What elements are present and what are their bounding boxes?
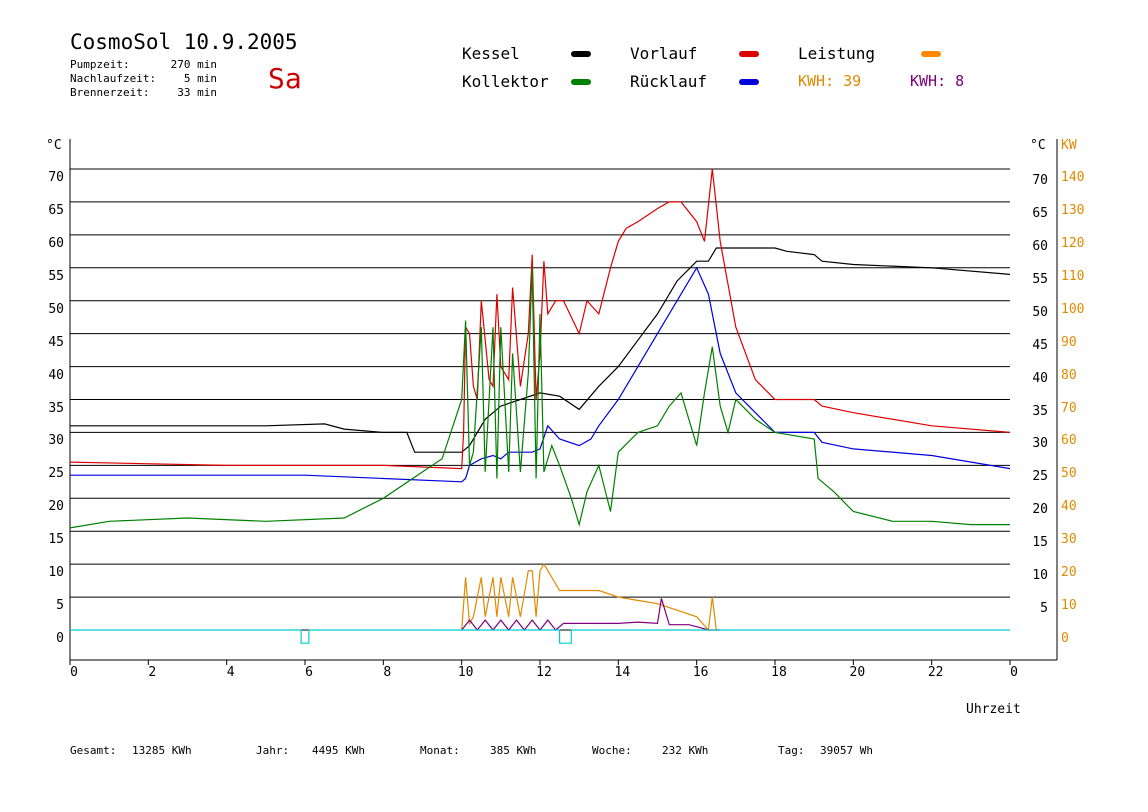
y-tick-label-kw-140: 140	[1061, 170, 1085, 185]
x-tick-label-8: 16	[692, 665, 709, 680]
footer-label-monat: Monat:	[420, 744, 460, 757]
y-tick-label-left-45: 45	[48, 334, 64, 350]
x-tick-label-7: 14	[614, 665, 631, 680]
y-tick-label-kw-30: 30	[1061, 532, 1077, 548]
legend-label-ruecklauf: Rücklauf	[630, 72, 708, 91]
y-tick-label-right-30: 30	[1032, 436, 1048, 452]
legend-swatch-kollektor	[571, 79, 591, 85]
series-line-r-cklauf	[70, 266, 1011, 483]
y-tick-label-left-10: 10	[48, 565, 64, 581]
y-tick-label-kw-130: 130	[1061, 202, 1085, 218]
y-tick-label-right-70: 70	[1032, 173, 1048, 188]
y-tick-label-left-0: 0	[56, 631, 64, 646]
y-tick-label-left-40: 40	[48, 367, 64, 383]
y-tick-label-kw-90: 90	[1061, 334, 1077, 350]
series-line-vorlauf	[69, 168, 1011, 470]
legend-kwh-leistung: KWH: 39	[798, 72, 862, 90]
y-tick-label-right-40: 40	[1032, 370, 1048, 386]
y-tick-label-kw-0: 0	[1061, 631, 1069, 646]
y-tick-label-right-25: 25	[1032, 469, 1048, 485]
y-tick-label-kw-40: 40	[1061, 499, 1077, 515]
legend-swatch-vorlauf	[739, 51, 759, 57]
y-tick-label-kw-110: 110	[1061, 268, 1085, 284]
x-axis-label: Uhrzeit	[966, 702, 1021, 717]
y-tick-label-left-25: 25	[48, 466, 64, 482]
series-line-kwh-8	[461, 598, 721, 631]
y-tick-label-right-50: 50	[1032, 304, 1048, 320]
legend-swatch-kessel	[571, 51, 591, 57]
y-tick-label-left-20: 20	[48, 499, 64, 515]
chart-title: CosmoSol 10.9.2005	[70, 30, 298, 54]
y-tick-label-kw-10: 10	[1061, 598, 1077, 614]
y-tick-label-left-30: 30	[48, 433, 64, 449]
y-tick-label-kw-20: 20	[1061, 565, 1077, 581]
x-tick-label-4: 8	[383, 665, 392, 680]
y-axis-unit-left: °C	[46, 138, 62, 153]
x-tick-label-0: 0	[70, 665, 78, 680]
y-tick-label-left-50: 50	[48, 301, 64, 317]
series-line-kollektor	[69, 267, 1010, 529]
y-tick-label-left-70: 70	[48, 170, 64, 185]
y-tick-label-left-15: 15	[48, 532, 64, 548]
x-tick-label-1: 2	[148, 665, 157, 680]
y-tick-label-left-60: 60	[48, 235, 64, 251]
stat-label-nachlaufzeit: Nachlaufzeit:	[70, 72, 157, 85]
series-line-kessel	[70, 247, 1011, 453]
y-tick-label-left-65: 65	[48, 202, 64, 218]
x-tick-label-9: 18	[771, 665, 787, 680]
x-tick-label-6: 12	[536, 665, 552, 680]
series-line-pumpe	[70, 629, 1010, 644]
footer-value-monat: 385 KWh	[490, 744, 537, 757]
y-tick-label-kw-60: 60	[1061, 433, 1077, 449]
y-tick-label-right-45: 45	[1032, 337, 1048, 353]
legend-label-vorlauf: Vorlauf	[630, 44, 698, 63]
y-axis-unit-kw: KW	[1061, 138, 1077, 153]
y-tick-label-right-65: 65	[1032, 205, 1048, 221]
y-axis-unit-right: °C	[1030, 138, 1046, 153]
footer-label-tag: Tag:	[778, 744, 805, 757]
y-tick-label-right-20: 20	[1032, 502, 1048, 518]
y-tick-label-kw-100: 100	[1061, 301, 1085, 317]
y-tick-label-kw-80: 80	[1061, 367, 1077, 383]
y-tick-label-right-5: 5	[1040, 601, 1048, 617]
stat-value-pumpzeit: 270 min	[170, 58, 217, 71]
legend-label-leistung: Leistung	[798, 44, 876, 63]
y-tick-label-left-55: 55	[48, 268, 64, 284]
y-tick-label-kw-50: 50	[1061, 466, 1077, 482]
x-tick-label-10: 20	[849, 665, 866, 680]
stat-label-pumpzeit: Pumpzeit:	[70, 58, 130, 71]
legend-label-kollektor: Kollektor	[462, 72, 549, 91]
y-tick-label-left-5: 5	[56, 598, 64, 614]
stat-value-brennerzeit: 33 min	[177, 86, 217, 99]
y-tick-label-left-35: 35	[48, 400, 64, 416]
y-tick-label-right-55: 55	[1032, 271, 1048, 287]
legend-swatch-leistung	[921, 51, 941, 57]
y-tick-label-right-10: 10	[1032, 568, 1048, 584]
footer-value-jahr: 4495 KWh	[312, 744, 365, 757]
x-tick-label-11: 22	[927, 665, 944, 680]
x-tick-label-2: 4	[226, 665, 235, 680]
legend-label-kessel: Kessel	[462, 44, 520, 63]
footer-value-gesamt: 13285 KWh	[132, 744, 192, 757]
x-tick-label-3: 6	[305, 665, 313, 680]
footer-label-jahr: Jahr:	[256, 744, 290, 757]
y-tick-label-right-60: 60	[1032, 238, 1048, 254]
footer-value-woche: 232 KWh	[662, 744, 709, 757]
legend-kwh-second: KWH: 8	[910, 72, 965, 90]
x-tick-label-12: 0	[1010, 665, 1018, 680]
legend-swatch-ruecklauf	[739, 79, 759, 85]
x-tick-label-5: 10	[457, 665, 474, 680]
y-tick-label-kw-70: 70	[1061, 400, 1077, 416]
footer-label-gesamt: Gesamt:	[70, 744, 117, 757]
footer-label-woche: Woche:	[592, 744, 632, 757]
y-tick-label-right-35: 35	[1032, 403, 1048, 419]
weekday-label: Sa	[268, 62, 302, 95]
footer-value-tag: 39057 Wh	[820, 744, 873, 757]
stat-label-brennerzeit: Brennerzeit:	[70, 86, 150, 99]
stat-value-nachlaufzeit: 5 min	[183, 72, 217, 85]
y-tick-label-kw-120: 120	[1061, 235, 1085, 251]
y-tick-label-right-15: 15	[1032, 535, 1048, 551]
